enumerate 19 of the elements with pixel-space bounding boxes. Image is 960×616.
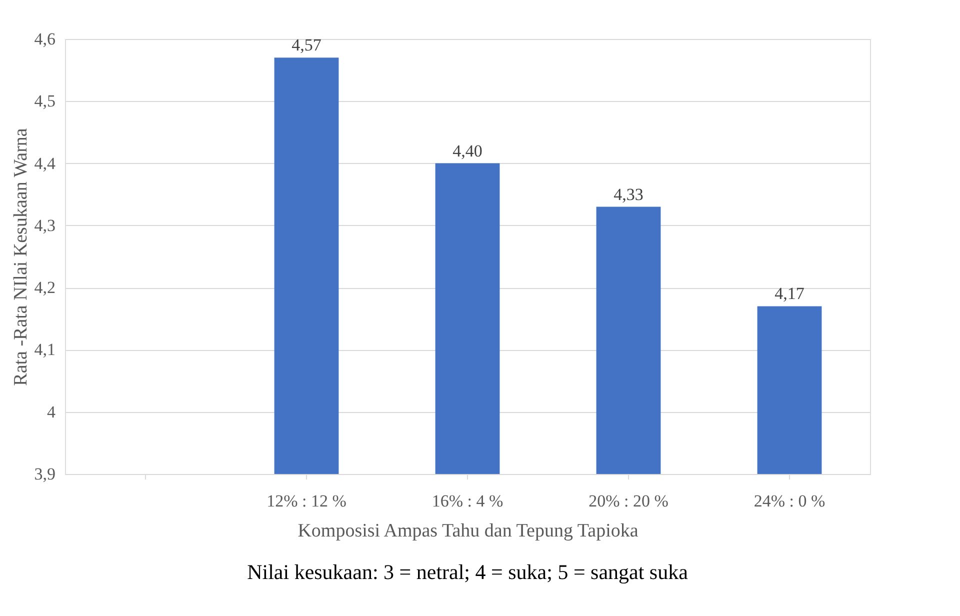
y-tick-label: 4,2 — [34, 278, 56, 298]
y-tick-label: 4,6 — [34, 30, 56, 48]
data-label: 4,57 — [292, 36, 322, 55]
data-label: 4,17 — [774, 284, 805, 304]
y-axis-title: Rata -Rata NIlai Kesukaan Warna — [10, 128, 32, 386]
y-tick-label: 4 — [47, 402, 56, 422]
x-axis-title: Komposisi Ampas Tahu dan Tepung Tapioka — [298, 520, 639, 542]
x-tick-label: 24% : 0 % — [754, 492, 826, 510]
x-tick-label: 20% : 20 % — [588, 492, 668, 510]
y-tick-label: 3,9 — [34, 464, 56, 484]
y-tick-label: 4,4 — [34, 154, 56, 173]
data-label: 4,33 — [614, 184, 644, 204]
y-tick-label: 4,1 — [34, 340, 56, 360]
y-tick-label: 4,3 — [34, 216, 56, 235]
x-tick-label: 12% : 12 % — [266, 492, 346, 510]
data-label: 4,40 — [452, 141, 482, 160]
text: Nilai kesukaan: 3 = netral; 4 = suka; 5 = sangat suka — [247, 560, 689, 584]
x-tick-label: 16% : 4 % — [432, 492, 504, 510]
y-tick-label: 4,5 — [34, 92, 56, 111]
